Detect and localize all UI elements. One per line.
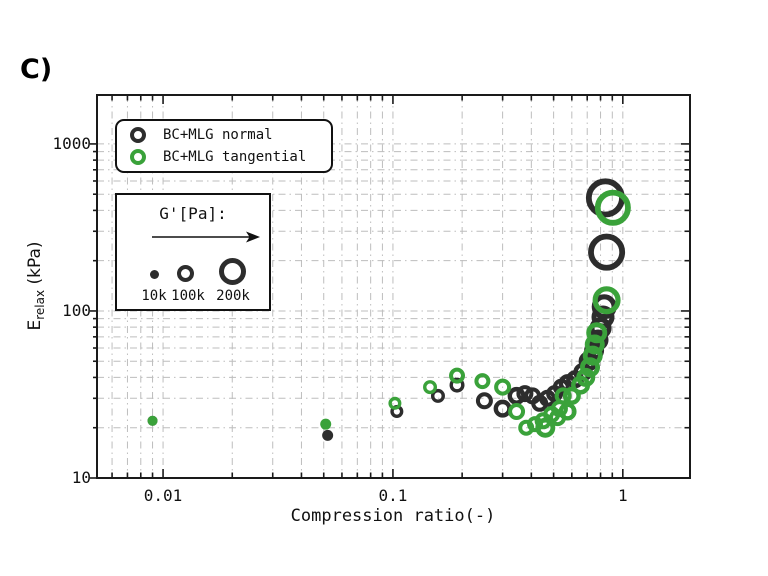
data-point-tangential bbox=[554, 387, 572, 405]
data-point-tangential bbox=[474, 373, 491, 390]
y-axis-title-main: E bbox=[24, 319, 45, 331]
data-point-tangential bbox=[580, 357, 601, 378]
data-point-normal bbox=[322, 429, 334, 441]
data-point-tangential bbox=[388, 396, 402, 410]
legend-item-tangential: BC+MLG tangential bbox=[117, 149, 331, 165]
series-legend: BC+MLG normal BC+MLG tangential bbox=[115, 119, 333, 173]
data-point-tangential bbox=[508, 403, 526, 421]
y-tick-label: 1000 bbox=[52, 134, 91, 154]
data-point-normal bbox=[475, 392, 493, 410]
data-point-normal bbox=[588, 233, 626, 271]
normal-ring-icon bbox=[130, 127, 146, 143]
size-label-10k: 10k bbox=[141, 288, 167, 304]
size-dot-10k-icon bbox=[150, 270, 159, 279]
y-axis-title-unit: (kPa) bbox=[24, 241, 45, 290]
data-point-tangential bbox=[494, 378, 512, 396]
data-point-tangential bbox=[147, 415, 158, 426]
data-point-tangential bbox=[586, 322, 608, 344]
size-label-200k: 200k bbox=[216, 288, 250, 304]
x-tick-label: 1 bbox=[617, 486, 628, 505]
y-tick-label: 100 bbox=[62, 301, 91, 321]
data-point-tangential bbox=[594, 189, 631, 226]
tangential-ring-icon bbox=[130, 149, 146, 165]
legend-item-label: BC+MLG tangential bbox=[163, 149, 307, 165]
y-tick-label: 10 bbox=[71, 468, 91, 488]
data-point-tangential bbox=[584, 334, 605, 355]
data-point-tangential bbox=[320, 418, 332, 430]
panel-label: C) bbox=[20, 54, 53, 85]
data-point-normal bbox=[430, 388, 445, 403]
data-point-tangential bbox=[558, 402, 577, 421]
data-point-tangential bbox=[562, 386, 581, 405]
size-label-100k: 100k bbox=[171, 288, 205, 304]
data-point-tangential bbox=[576, 367, 596, 387]
x-tick-label: 0.01 bbox=[143, 486, 183, 505]
data-point-normal bbox=[507, 386, 526, 405]
data-point-normal bbox=[449, 377, 465, 393]
increase-arrow-icon bbox=[152, 231, 260, 243]
size-ring-200k-icon bbox=[219, 258, 246, 285]
x-tick-label: 0.1 bbox=[378, 486, 408, 505]
data-point-tangential bbox=[582, 345, 603, 366]
data-point-tangential bbox=[592, 286, 621, 315]
x-axis-title: Compression ratio(-) bbox=[290, 506, 496, 526]
size-ring-100k-icon bbox=[177, 265, 194, 282]
size-legend-title: G'[Pa]: bbox=[159, 204, 227, 223]
data-point-tangential bbox=[449, 367, 466, 384]
legend-item-normal: BC+MLG normal bbox=[117, 127, 331, 143]
data-point-normal bbox=[516, 385, 534, 403]
plot-border bbox=[96, 94, 691, 479]
legend-item-label: BC+MLG normal bbox=[163, 127, 273, 143]
size-legend: G'[Pa]: 10k 100k 200k bbox=[115, 193, 271, 311]
data-point-tangential bbox=[423, 380, 438, 395]
